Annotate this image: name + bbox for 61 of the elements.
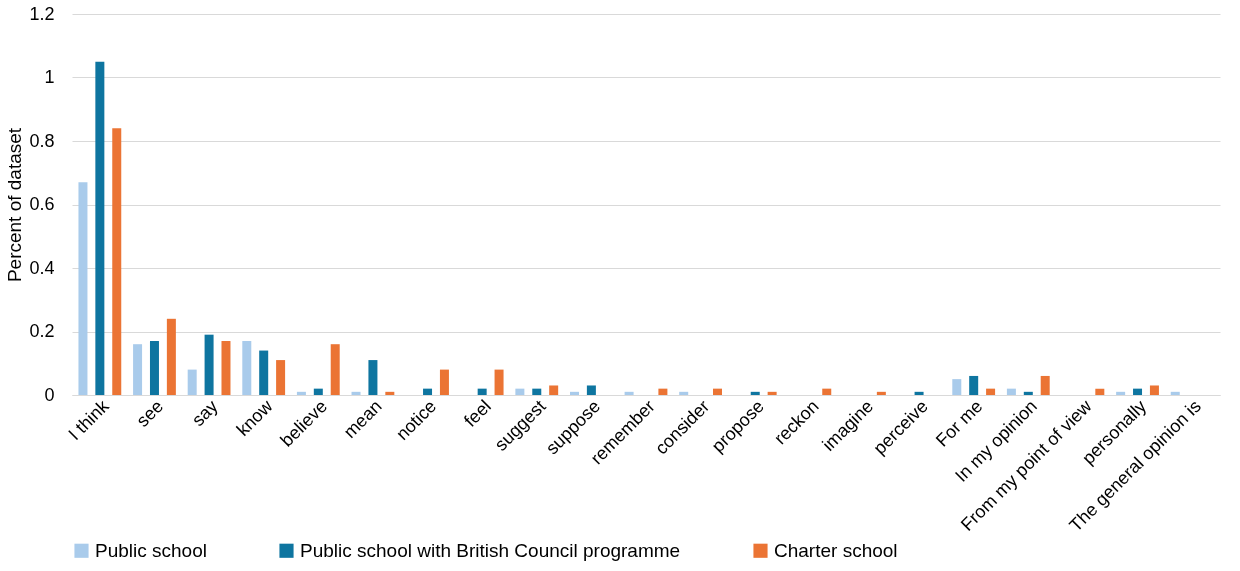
bar xyxy=(1133,388,1143,395)
bar xyxy=(586,385,596,395)
bar xyxy=(1116,391,1126,395)
bar xyxy=(296,391,306,395)
x-tick-label: feel xyxy=(460,396,495,431)
bar xyxy=(1170,391,1180,395)
bar xyxy=(569,391,579,395)
bar xyxy=(515,388,525,395)
bar xyxy=(313,388,323,395)
y-tick-label: 0 xyxy=(44,384,55,405)
y-tick-label: 1.2 xyxy=(29,3,55,24)
legend-label: Charter school xyxy=(774,539,898,561)
bar xyxy=(112,128,122,395)
bar xyxy=(750,391,760,395)
bar xyxy=(986,388,996,395)
bar xyxy=(624,391,634,395)
y-tick-label: 0.4 xyxy=(29,257,55,278)
bar xyxy=(1006,388,1016,395)
y-axis-title: Percent of dataset xyxy=(4,127,26,283)
bar xyxy=(242,341,252,395)
bar xyxy=(952,379,962,395)
bar xyxy=(549,385,559,395)
bar xyxy=(149,341,159,395)
y-tick-label: 1 xyxy=(44,67,55,87)
bar xyxy=(532,388,542,395)
bar xyxy=(477,388,487,395)
bar xyxy=(368,360,378,395)
legend-label: Public school xyxy=(95,539,207,561)
bar xyxy=(767,391,777,395)
bar xyxy=(969,375,979,395)
bar xyxy=(133,344,143,395)
bar xyxy=(876,391,886,395)
bar xyxy=(221,341,231,395)
bar xyxy=(187,369,197,395)
y-tick-label: 0.2 xyxy=(29,321,55,341)
bar xyxy=(439,369,449,395)
bar xyxy=(351,391,361,395)
bar xyxy=(822,388,832,395)
bar xyxy=(679,391,689,395)
bar xyxy=(1040,375,1050,395)
bar xyxy=(166,318,176,395)
bar xyxy=(1023,391,1033,395)
x-tick-label: see xyxy=(132,396,168,431)
bar xyxy=(713,388,723,395)
bar xyxy=(1149,385,1159,395)
bar xyxy=(204,334,214,395)
bar xyxy=(423,388,433,395)
bar xyxy=(914,391,924,395)
bar xyxy=(1095,388,1105,395)
bar xyxy=(658,388,668,395)
bar xyxy=(95,61,105,395)
bar xyxy=(259,350,269,395)
y-tick-label: 0.6 xyxy=(29,194,55,214)
bar xyxy=(385,391,395,395)
bar xyxy=(78,182,88,395)
bar xyxy=(330,344,340,395)
legend-label: Public school with British Council programme xyxy=(300,539,681,561)
bar xyxy=(494,369,504,395)
bar xyxy=(276,360,286,395)
x-tick-label: say xyxy=(187,396,222,431)
y-tick-label: 0.8 xyxy=(29,130,55,151)
